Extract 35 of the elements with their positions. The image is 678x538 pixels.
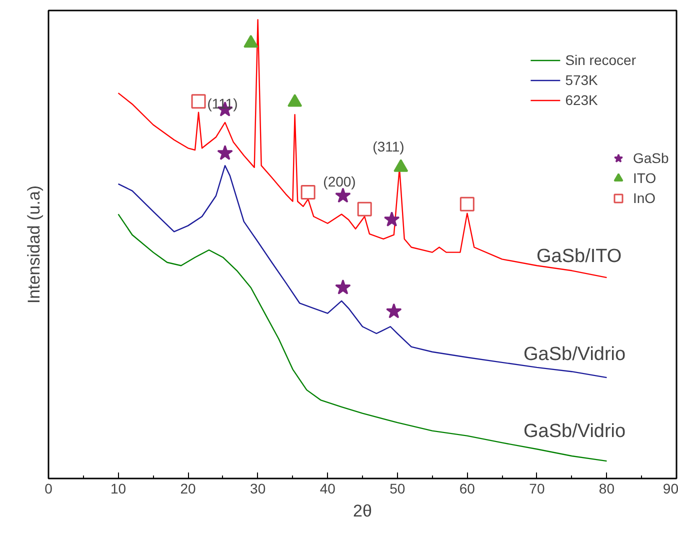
legend-label: ITO [633, 170, 656, 186]
x-tick-label: 40 [320, 480, 336, 496]
point [394, 159, 408, 172]
x-axis-title: 2θ [353, 502, 372, 520]
point [357, 202, 372, 216]
point [460, 196, 474, 212]
point [300, 184, 316, 200]
annotation: GaSb/Vidrio [524, 421, 626, 442]
x-tick-label: 60 [459, 480, 476, 496]
x-tick-label: 10 [110, 480, 126, 496]
legend-label: 573K [565, 72, 598, 88]
x-tick-label: 20 [180, 480, 196, 496]
legend-label: InO [633, 190, 656, 206]
annotation: (111) [207, 96, 238, 112]
point [386, 303, 402, 318]
point [191, 94, 206, 109]
x-tick-label: 80 [598, 480, 615, 496]
annotation: (200) [323, 174, 356, 190]
point [335, 279, 351, 294]
x-tick-label: 0 [44, 480, 53, 496]
x-tick-label: 70 [529, 480, 545, 496]
x-tick-label: 30 [250, 480, 266, 496]
annotation: (311) [372, 138, 404, 154]
point [384, 211, 400, 227]
annotation: GaSb/ITO [536, 246, 622, 267]
x-tick-label: 90 [662, 480, 678, 496]
x-tick-label: 50 [390, 480, 406, 496]
annotation: GaSb/Vidrio [524, 344, 626, 365]
legend-label: Sin recocer [565, 52, 636, 68]
legend-label: 623K [565, 92, 598, 108]
y-axis-title: Intensidad (u.a) [24, 185, 44, 304]
point [244, 34, 258, 48]
point [288, 94, 302, 107]
legend-label: GaSb [633, 150, 669, 166]
point [217, 144, 233, 160]
